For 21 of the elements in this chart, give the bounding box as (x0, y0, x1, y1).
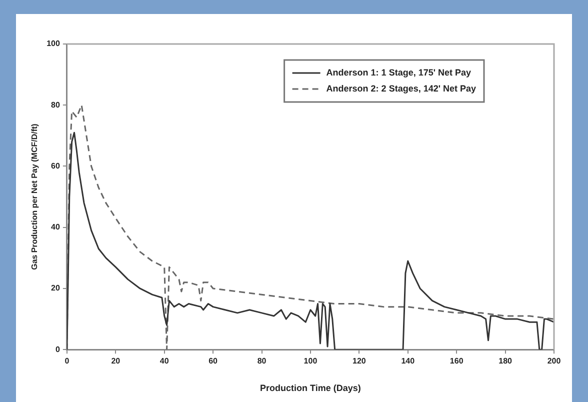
legend-label: Anderson 2: 2 Stages, 142' Net Pay (326, 83, 476, 94)
y-tick-label: 40 (51, 222, 60, 232)
x-tick-label: 0 (64, 356, 70, 366)
x-tick-label: 100 (304, 356, 318, 366)
y-tick-label: 80 (51, 100, 60, 110)
x-tick-label: 160 (450, 356, 464, 366)
y-tick-label: 20 (51, 284, 60, 293)
x-tick-label: 140 (401, 356, 416, 366)
x-tick-label: 120 (352, 356, 366, 366)
x-tick-label: 80 (257, 356, 267, 366)
x-tick-label: 40 (160, 356, 170, 366)
x-axis-title: Production Time (Days) (260, 383, 361, 394)
x-tick-label: 180 (498, 356, 513, 366)
y-tick-label: 100 (46, 39, 60, 48)
y-tick-label: 0 (55, 344, 60, 354)
x-tick-label: 200 (547, 356, 562, 366)
y-axis-title: Gas Production per Net Pay (MCF/D/ft) (30, 123, 40, 270)
y-tick-label: 60 (51, 161, 60, 170)
x-tick-label: 60 (208, 356, 218, 366)
legend-label: Anderson 1: 1 Stage, 175' Net Pay (326, 67, 472, 78)
x-tick-label: 20 (111, 356, 121, 366)
